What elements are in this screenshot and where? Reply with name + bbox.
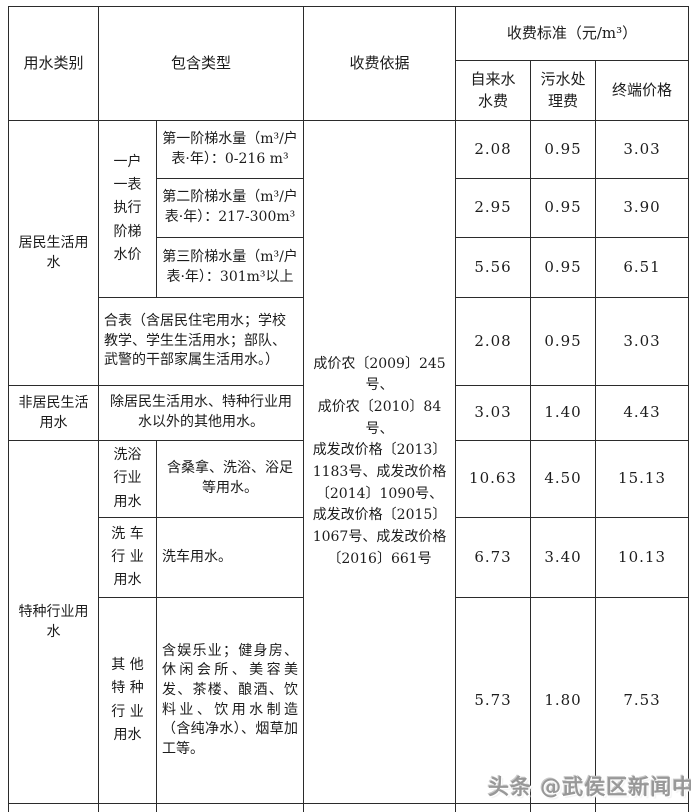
cell-tier3-terminal: 6.51 xyxy=(595,237,690,298)
cell-tier2-terminal: 3.90 xyxy=(595,178,690,238)
cell-combined-meter-sewage: 0.95 xyxy=(530,297,597,386)
cell-tier1-sewage: 0.95 xyxy=(530,120,597,179)
cell-tier2-sewage: 0.95 xyxy=(530,178,597,238)
cell-other-special-sewage: 1.80 xyxy=(530,597,597,804)
cell-carwash-type: 洗车用水。 xyxy=(155,517,305,598)
cell-bath-sewage: 4.50 xyxy=(530,440,597,518)
stub-cell xyxy=(8,803,99,812)
header-tap-water-fee: 自来水 水费 xyxy=(455,60,532,121)
subgroup-carwash-industry: 洗 车 行 业 用水 xyxy=(98,517,157,598)
header-fee-standard: 收费标准（元/m³） xyxy=(455,6,690,61)
stub-cell xyxy=(530,803,597,812)
cell-tier1-tap: 2.08 xyxy=(455,120,532,179)
cell-tier2-type: 第二阶梯水量（m³/户表·年）：217-300m³ xyxy=(155,178,305,238)
cell-carwash-terminal: 10.13 xyxy=(595,517,690,598)
cell-tier2-tap: 2.95 xyxy=(455,178,532,238)
cell-bath-terminal: 15.13 xyxy=(595,440,690,518)
header-water-category: 用水类别 xyxy=(8,6,99,121)
header-sewage-fee: 污水处 理费 xyxy=(530,60,597,121)
cell-tier1-type: 第一阶梯水量（m³/户表·年）：0-216 m³ xyxy=(155,120,305,179)
subgroup-tiered-pricing: 一户 一表 执行 阶梯 水价 xyxy=(98,120,157,298)
cell-non-residential-terminal: 4.43 xyxy=(595,385,690,441)
header-terminal-price: 终端价格 xyxy=(595,60,690,121)
stub-cell xyxy=(595,803,690,812)
cell-non-residential-tap: 3.03 xyxy=(455,385,532,441)
header-fee-basis: 收费依据 xyxy=(303,6,457,121)
cell-combined-meter-tap: 2.08 xyxy=(455,297,532,386)
cell-combined-meter-terminal: 3.03 xyxy=(595,297,690,386)
subgroup-bath-industry: 洗浴 行业 用水 xyxy=(98,440,157,518)
cell-tier3-sewage: 0.95 xyxy=(530,237,597,298)
cell-carwash-tap: 6.73 xyxy=(455,517,532,598)
cell-bath-type: 含桑拿、洗浴、浴足等用水。 xyxy=(155,440,305,518)
cell-bath-tap: 10.63 xyxy=(455,440,532,518)
cell-non-residential-sewage: 1.40 xyxy=(530,385,597,441)
cell-fee-basis-text: 成价农〔2009〕245号、 成价农〔2010〕84号、 成发改价格〔2013〕… xyxy=(303,120,457,804)
category-non-residential: 非居民生活用水 xyxy=(8,385,99,441)
cell-tier3-tap: 5.56 xyxy=(455,237,532,298)
stub-cell xyxy=(303,803,457,812)
cell-other-special-type: 含娱乐业；健身房、休闲会所、美容美发、茶楼、酿酒、饮料业、饮用水制造（含纯净水）… xyxy=(155,597,305,804)
category-residential: 居民生活用水 xyxy=(8,120,99,386)
cell-other-special-terminal: 7.53 xyxy=(595,597,690,804)
header-included-types: 包含类型 xyxy=(97,6,305,121)
cell-tier3-type: 第三阶梯水量（m³/户表·年）：301m³以上 xyxy=(155,237,305,298)
news-center-watermark: 头条 @武侯区新闻中心 xyxy=(488,775,691,799)
stub-cell xyxy=(155,803,305,812)
stub-cell xyxy=(98,803,157,812)
cell-combined-meter-type: 合表（含居民住宅用水；学校教学、学生生活用水；部队、武警的干部家属生活用水。） xyxy=(97,297,305,386)
stub-cell xyxy=(455,803,532,812)
cell-tier1-terminal: 3.03 xyxy=(595,120,690,179)
cell-non-residential-type: 除居民生活用水、特种行业用水以外的其他用水。 xyxy=(97,385,305,441)
category-special-industry: 特种行业用水 xyxy=(8,440,99,804)
cell-carwash-sewage: 3.40 xyxy=(530,517,597,598)
cell-other-special-tap: 5.73 xyxy=(455,597,532,804)
water-price-table: 用水类别 包含类型 收费依据 收费标准（元/m³） 自来水 水费 污水处 理费 … xyxy=(8,6,690,812)
subgroup-other-special-industry: 其 他 特 种 行 业 用水 xyxy=(98,597,157,804)
